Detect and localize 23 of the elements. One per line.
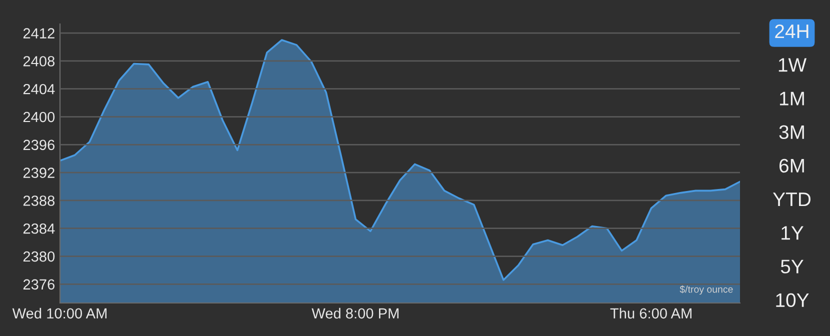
text: 24H: [775, 24, 808, 38]
y-tick-label: 2412: [23, 28, 54, 38]
text: 1W: [778, 58, 807, 72]
y-tick-label: 2396: [23, 140, 54, 150]
y-tick-label: 2400: [23, 112, 55, 122]
text: 1Y: [782, 226, 804, 240]
text: 5Y: [780, 260, 804, 274]
text: 1M: [780, 92, 804, 106]
annotation: $/troy ounce: [680, 285, 733, 295]
text: YTD: [772, 192, 811, 206]
y-tick-label: 2408: [23, 56, 55, 66]
text: 6M: [779, 158, 804, 173]
y-tick-label: 2404: [23, 84, 55, 94]
x-tick-label: Thu 6:00 AM: [610, 308, 692, 319]
x-tick-label: Wed 8:00 PM: [312, 308, 399, 319]
x-tick-label: Wed 10:00 AM: [12, 308, 107, 319]
y-tick-label: 2384: [23, 223, 55, 234]
y-tick-label: 2376: [23, 279, 54, 290]
text: 3M: [779, 125, 804, 140]
text: 10Y: [776, 293, 809, 308]
y-tick-label: 2388: [23, 196, 55, 206]
y-tick-label: 2380: [23, 251, 55, 262]
y-tick-label: 2392: [23, 168, 54, 178]
